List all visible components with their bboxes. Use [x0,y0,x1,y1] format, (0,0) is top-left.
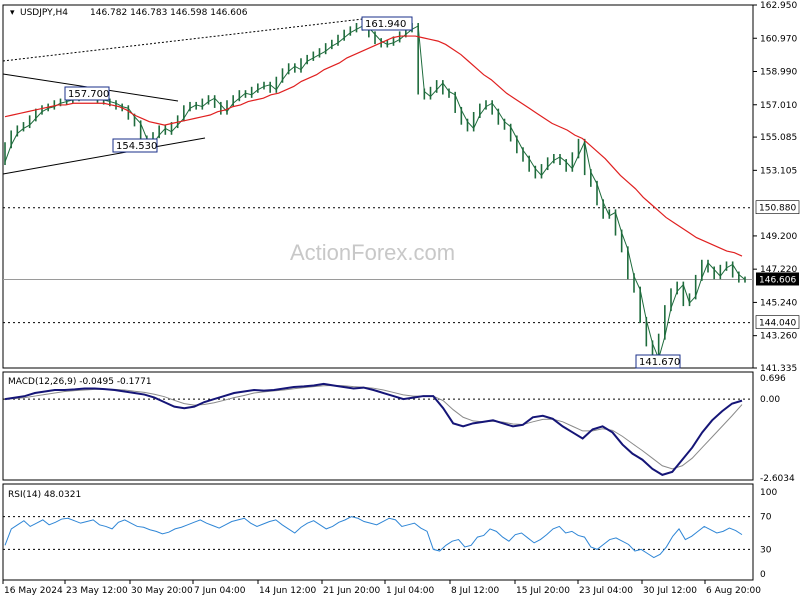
annotation-box [64,86,110,101]
time-tick-label: 16 May 2024 [4,586,63,596]
rsi-panel [2,483,754,581]
price-ytick-label: 155.085 [760,133,797,143]
level-tag-bg [756,272,799,286]
channel-trendline [2,16,381,62]
macd-ytick-label: -2.6034 [760,474,795,484]
price-ytick-label: 141.335 [760,364,797,374]
level-tag-label: 146.606 [759,275,796,285]
annotation-label: 141.670 [639,357,680,368]
macd-title: MACD(12,26,9) -0.0495 -0.1771 [8,377,152,387]
dropdown-triangle-icon[interactable]: ▾ [10,8,15,18]
level-tag-bg [755,315,800,329]
time-tick-label: 21 Jun 20:00 [323,586,380,596]
time-tick-label: 23 Jul 04:00 [579,586,633,596]
level-tag-label: 150.880 [759,204,796,214]
time-tick-label: 30 May 20:00 [131,586,193,596]
rsi-y-axis: 100 70 30 0 [760,488,777,580]
annotation-label: 161.940 [365,19,406,30]
macd-series [3,382,753,476]
rsi-ytick-label: 100 [760,488,777,498]
time-tick-label: 30 Jul 12:00 [643,586,697,596]
price-annotations: 161.940 157.700 154.530 141.670 [64,16,681,369]
time-tick-label: 7 Jun 04:00 [194,586,246,596]
time-tick-label: 1 Jul 04:00 [386,586,435,596]
triangle-lower-trendline [2,137,206,175]
time-tick-label: 23 May 12:00 [66,586,128,596]
price-ytick-label: 153.105 [760,166,797,176]
rsi-line [4,516,743,559]
annotation-box [635,354,681,369]
symbol-label: USDJPY,H4 [20,8,68,18]
price-series [4,22,746,362]
price-ytick-label: 147.220 [760,265,797,275]
macd-line [4,382,743,476]
price-ytick-label: 145.240 [760,298,797,308]
time-tick-label: 14 Jun 12:00 [259,586,316,596]
moving-average-line [4,35,743,257]
macd-ytick-label: 0.696 [760,374,786,384]
rsi-ytick-label: 70 [760,513,772,523]
price-ytick-label: 149.200 [760,232,797,242]
rsi-series [3,516,753,559]
rsi-title: RSI(14) 48.0321 [8,490,81,500]
annotation-label: 154.530 [116,141,157,152]
macd-signal-line [4,384,743,470]
price-line [4,25,746,361]
price-panel [2,4,754,369]
time-axis: 16 May 2024 23 May 12:00 30 May 20:00 7 Jun… [2,580,761,596]
price-ytick-label: 162.950 [760,1,797,11]
time-tick-label: 15 Jul 20:00 [516,586,570,596]
price-y-axis: 162.950 160.970 158.990 157.010 155.085 153.1… [753,1,797,374]
price-ytick-label: 157.010 [760,101,797,111]
macd-panel [2,371,754,481]
time-tick-label: 6 Aug 20:00 [706,586,761,596]
macd-y-axis: 0.696 0.00 -2.6034 [760,374,795,484]
rsi-ytick-label: 0 [760,570,766,580]
level-tag-label: 144.040 [759,319,796,329]
annotation-box [112,138,158,153]
price-ytick-label: 160.970 [760,34,797,44]
rsi-ytick-label: 30 [760,545,772,555]
price-levels: 150.880 146.606 144.040 [3,200,800,329]
annotation-label: 157.700 [68,89,109,100]
macd-ytick-label: 0.00 [760,395,780,405]
annotation-box [361,16,413,31]
time-tick-label: 8 Jul 12:00 [451,586,500,596]
watermark: ActionForex.com [290,240,455,265]
price-ytick-label: 143.260 [760,332,797,342]
level-tag-bg [755,200,800,215]
ohlc-label: 146.782 146.783 146.598 146.606 [90,8,248,18]
price-ytick-label: 158.990 [760,68,797,78]
